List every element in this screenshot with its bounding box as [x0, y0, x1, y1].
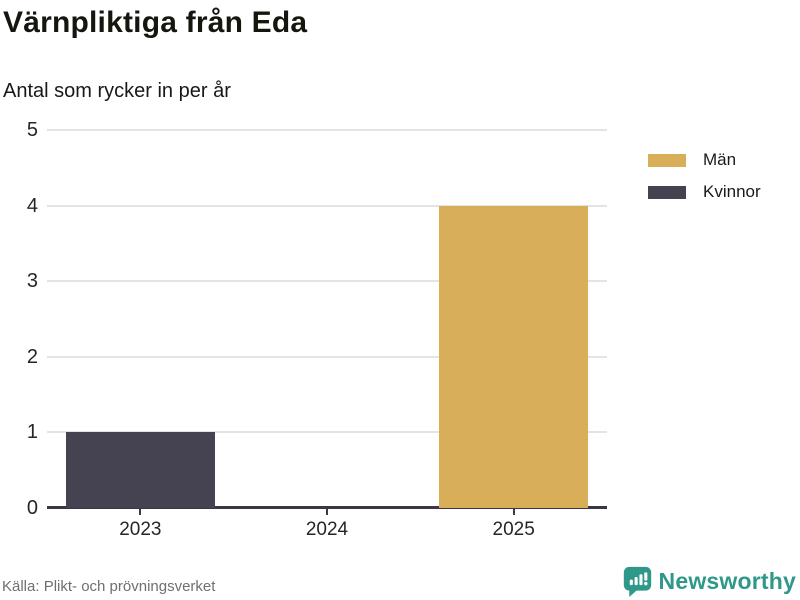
- legend-swatch-kvinnor: [648, 185, 686, 199]
- chart-title: Värnpliktiga från Eda: [3, 6, 308, 39]
- y-tick-label-4: 4: [26, 194, 38, 217]
- x-tick-label-2025: 2025: [492, 519, 535, 540]
- gridline-y-3: [47, 280, 607, 283]
- x-tick-2023: [139, 508, 142, 515]
- bar-män-2025: [439, 205, 589, 508]
- x-tick-label-2023: 2023: [119, 519, 162, 540]
- y-axis-labels: 0 1 2 3 4 5: [0, 120, 38, 518]
- y-tick-label-1: 1: [26, 421, 38, 444]
- newsworthy-wordmark: Newsworthy: [658, 568, 796, 594]
- gridline-y-5: [47, 129, 607, 131]
- gridline-y-4: [47, 204, 607, 207]
- source-note: Källa: Plikt- och prövningsverket: [2, 578, 216, 595]
- x-tick-2024: [326, 508, 328, 515]
- chart-subtitle: Antal som rycker in per år: [3, 80, 231, 102]
- y-tick-label-2: 2: [26, 345, 38, 368]
- legend-label-män: Män: [703, 150, 737, 169]
- legend-item-män: Män: [648, 150, 761, 170]
- x-tick-label-2024: 2024: [305, 519, 349, 540]
- x-axis-line: [47, 506, 607, 509]
- legend: Män Kvinnor: [648, 150, 761, 202]
- x-axis-labels: 2023 2024 2025: [47, 519, 607, 543]
- newsworthy-logo: Newsworthy: [622, 565, 796, 598]
- y-tick-label-0: 0: [26, 497, 38, 519]
- y-tick-label-5: 5: [26, 119, 38, 141]
- newsworthy-speech-bubble-chart-icon: [623, 566, 651, 597]
- plot-area: [47, 129, 607, 515]
- gridline-y-2: [47, 355, 607, 358]
- legend-item-kvinnor: Kvinnor: [648, 182, 761, 202]
- bar-kvinnor-2023: [65, 432, 215, 508]
- gridline-y-1: [47, 431, 607, 434]
- legend-swatch-män: [648, 153, 686, 167]
- legend-label-kvinnor: Kvinnor: [703, 182, 761, 201]
- y-tick-label-3: 3: [26, 270, 38, 293]
- x-tick-2025: [512, 508, 515, 515]
